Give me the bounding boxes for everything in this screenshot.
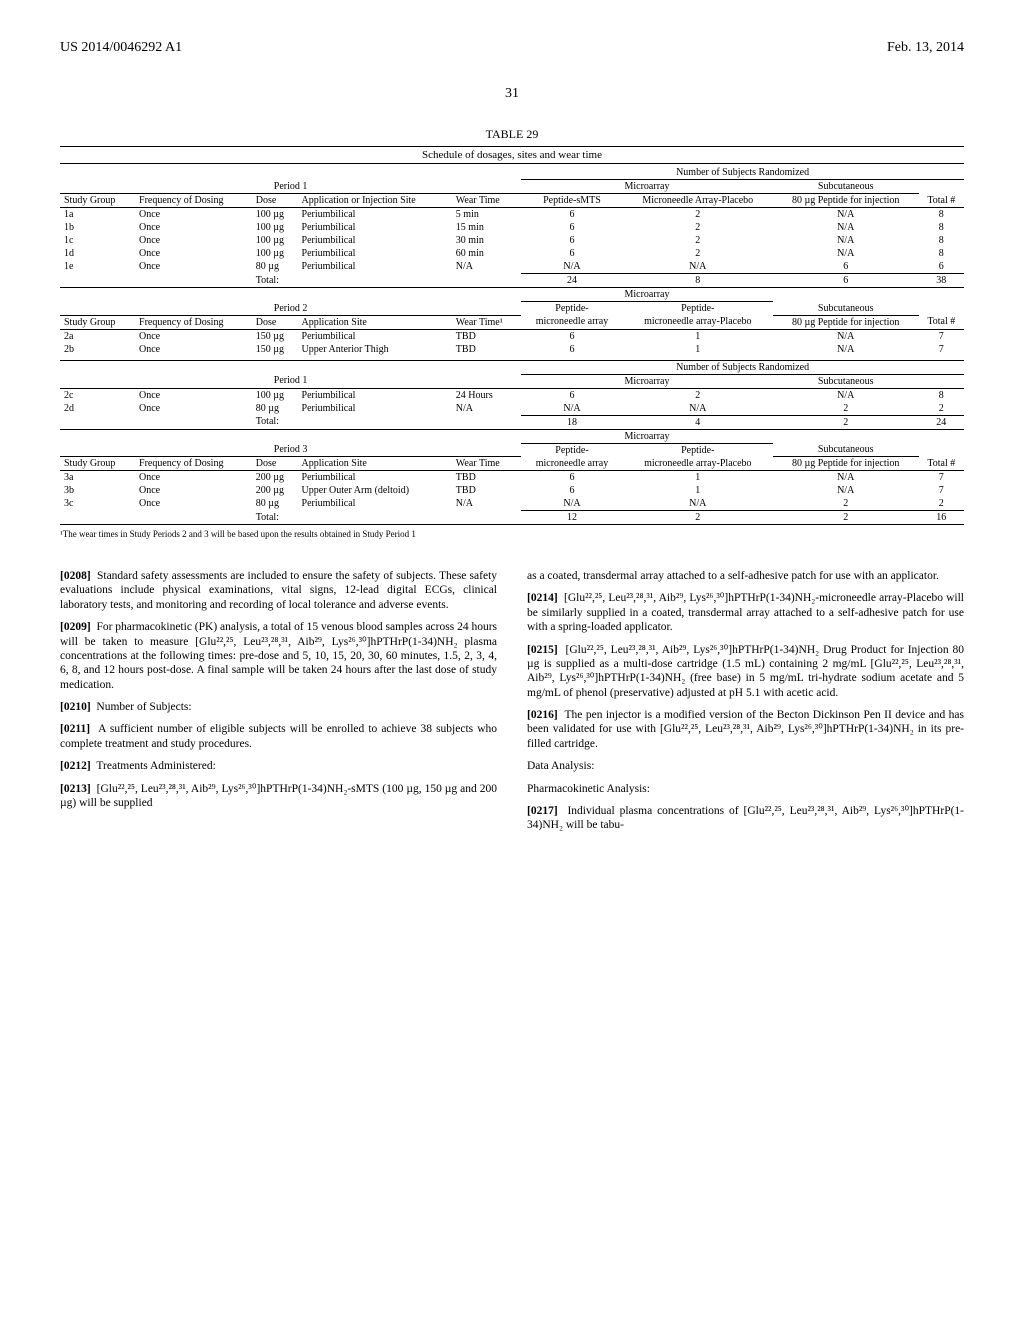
subcutaneous-hdr: Subcutaneous bbox=[773, 180, 919, 194]
table-row: 1e Once 80 µg Periumbilical N/A N/A N/A … bbox=[60, 260, 964, 274]
table-row: 3a Once 200 µg Periumbilical TBD 6 1 N/A… bbox=[60, 471, 964, 485]
total3-inj: 2 bbox=[773, 511, 919, 525]
col-study-group: Study Group bbox=[60, 194, 135, 208]
micro-hdr4: Microarray bbox=[521, 429, 773, 443]
pk-analysis-hdr: Pharmacokinetic Analysis: bbox=[527, 782, 964, 796]
para-0210: [0210] Number of Subjects: bbox=[60, 700, 497, 714]
total3-t: 16 bbox=[919, 511, 964, 525]
peptide-hdr4: Peptide- bbox=[623, 443, 773, 457]
para-0209: [0209] For pharmacokinetic (PK) analysis… bbox=[60, 620, 497, 692]
rand-hdr2: Number of Subjects Randomized bbox=[521, 360, 964, 374]
period1: Period 1 bbox=[60, 180, 521, 194]
col-site3: Application Site bbox=[298, 457, 452, 471]
microarray-hdr: Microarray bbox=[521, 180, 773, 194]
col-wear3: Wear Time bbox=[452, 457, 521, 471]
col-mn3: microneedle array bbox=[521, 457, 623, 471]
table-row: 1c Once 100 µg Periumbilical 30 min 6 2 … bbox=[60, 234, 964, 247]
para-0215: [0215] [Glu²²,²⁵, Leu²³,²⁸,³¹, Aib²⁹, Ly… bbox=[527, 643, 964, 701]
col-mn: microneedle array bbox=[521, 315, 623, 329]
peptide-hdr2: Peptide- bbox=[623, 302, 773, 316]
schedule-table: Number of Subjects Randomized Period 1 M… bbox=[60, 166, 964, 525]
col-sg3: Study Group bbox=[60, 457, 135, 471]
para-0216: [0216] The pen injector is a modified ve… bbox=[527, 708, 964, 751]
patent-number: US 2014/0046292 A1 bbox=[60, 40, 182, 56]
total-label: Total: bbox=[252, 274, 298, 288]
col-mn-placebo: Microneedle Array-Placebo bbox=[623, 194, 773, 208]
sub-hdr4: Subcutaneous bbox=[773, 443, 919, 457]
total1-p: 24 bbox=[521, 274, 623, 288]
randomized-hdr: Number of Subjects Randomized bbox=[521, 166, 964, 180]
para-0208: [0208] Standard safety assessments are i… bbox=[60, 569, 497, 612]
col-sg2: Study Group bbox=[60, 315, 135, 329]
data-analysis-hdr: Data Analysis: bbox=[527, 759, 964, 773]
total2-label: Total: bbox=[252, 415, 298, 429]
col-freq: Frequency of Dosing bbox=[135, 194, 252, 208]
table-row: 2a Once 150 µg Periumbilical TBD 6 1 N/A… bbox=[60, 329, 964, 343]
table-row: 1b Once 100 µg Periumbilical 15 min 6 2 … bbox=[60, 221, 964, 234]
table-row: 3c Once 80 µg Periumbilical N/A N/A N/A … bbox=[60, 497, 964, 511]
page-header: US 2014/0046292 A1 Feb. 13, 2014 bbox=[60, 40, 964, 56]
total2-t: 24 bbox=[919, 415, 964, 429]
col-total: Total # bbox=[919, 194, 964, 208]
total1-pl: 8 bbox=[623, 274, 773, 288]
total3-p: 12 bbox=[521, 511, 623, 525]
period1b: Period 1 bbox=[60, 374, 521, 388]
table-footnote: ¹The wear times in Study Periods 2 and 3… bbox=[60, 529, 964, 539]
col-peptide-smts: Peptide-sMTS bbox=[521, 194, 623, 208]
col-inj: 80 µg Peptide for injection bbox=[773, 194, 919, 208]
peptide-hdr3: Peptide- bbox=[521, 443, 623, 457]
col-total3: Total # bbox=[919, 457, 964, 471]
table-row: 2c Once 100 µg Periumbilical 24 Hours 6 … bbox=[60, 388, 964, 402]
para-0214: [0214] [Glu²²,²⁵, Leu²³,²⁸,³¹, Aib²⁹, Ly… bbox=[527, 591, 964, 634]
col-inj3: 80 µg Peptide for injection bbox=[773, 457, 919, 471]
right-column: as a coated, transdermal array attached … bbox=[527, 569, 964, 841]
col-dose2: Dose bbox=[252, 315, 298, 329]
col-freq3: Frequency of Dosing bbox=[135, 457, 252, 471]
col-total2: Total # bbox=[919, 315, 964, 329]
col-mn-pl: microneedle array-Placebo bbox=[623, 315, 773, 329]
table-row: 3b Once 200 µg Upper Outer Arm (deltoid)… bbox=[60, 484, 964, 497]
table-subtitle: Schedule of dosages, sites and wear time bbox=[60, 146, 964, 164]
total3-pl: 2 bbox=[623, 511, 773, 525]
micro-hdr3: Microarray bbox=[521, 374, 773, 388]
col-wear: Wear Time bbox=[452, 194, 521, 208]
col-dose: Dose bbox=[252, 194, 298, 208]
total1-inj: 6 bbox=[773, 274, 919, 288]
col-site: Application or Injection Site bbox=[298, 194, 452, 208]
para-0211: [0211] A sufficient number of eligible s… bbox=[60, 722, 497, 751]
table-row: 2d Once 80 µg Periumbilical N/A N/A N/A … bbox=[60, 402, 964, 416]
table-row: 1a Once 100 µg Periumbilical 5 min 6 2 N… bbox=[60, 208, 964, 222]
microarray-hdr2: Microarray bbox=[521, 288, 773, 302]
subcutaneous-hdr2: Subcutaneous bbox=[773, 302, 919, 316]
total2-p: 18 bbox=[521, 415, 623, 429]
para-cont: as a coated, transdermal array attached … bbox=[527, 569, 964, 583]
table-row: 2b Once 150 µg Upper Anterior Thigh TBD … bbox=[60, 343, 964, 356]
para-0217: [0217] Individual plasma concentrations … bbox=[527, 804, 964, 833]
left-column: [0208] Standard safety assessments are i… bbox=[60, 569, 497, 841]
body-columns: [0208] Standard safety assessments are i… bbox=[60, 569, 964, 841]
col-dose3: Dose bbox=[252, 457, 298, 471]
sub-hdr3: Subcutaneous bbox=[773, 374, 919, 388]
table-title: TABLE 29 bbox=[60, 127, 964, 142]
total1-t: 38 bbox=[919, 274, 964, 288]
page-number: 31 bbox=[60, 86, 964, 102]
period3: Period 3 bbox=[60, 443, 521, 457]
col-wear2: Wear Time¹ bbox=[452, 315, 521, 329]
col-freq2: Frequency of Dosing bbox=[135, 315, 252, 329]
col-mn-pl3: microneedle array-Placebo bbox=[623, 457, 773, 471]
para-0213: [0213] [Glu²²,²⁵, Leu²³,²⁸,³¹, Aib²⁹, Ly… bbox=[60, 782, 497, 811]
peptide-hdr: Peptide- bbox=[521, 302, 623, 316]
col-inj2: 80 µg Peptide for injection bbox=[773, 315, 919, 329]
table-row: 1d Once 100 µg Periumbilical 60 min 6 2 … bbox=[60, 247, 964, 260]
total2-inj: 2 bbox=[773, 415, 919, 429]
col-site2: Application Site bbox=[298, 315, 452, 329]
total2-pl: 4 bbox=[623, 415, 773, 429]
para-0212: [0212] Treatments Administered: bbox=[60, 759, 497, 773]
period2: Period 2 bbox=[60, 302, 521, 316]
publication-date: Feb. 13, 2014 bbox=[887, 40, 964, 56]
total3-label: Total: bbox=[252, 511, 298, 525]
